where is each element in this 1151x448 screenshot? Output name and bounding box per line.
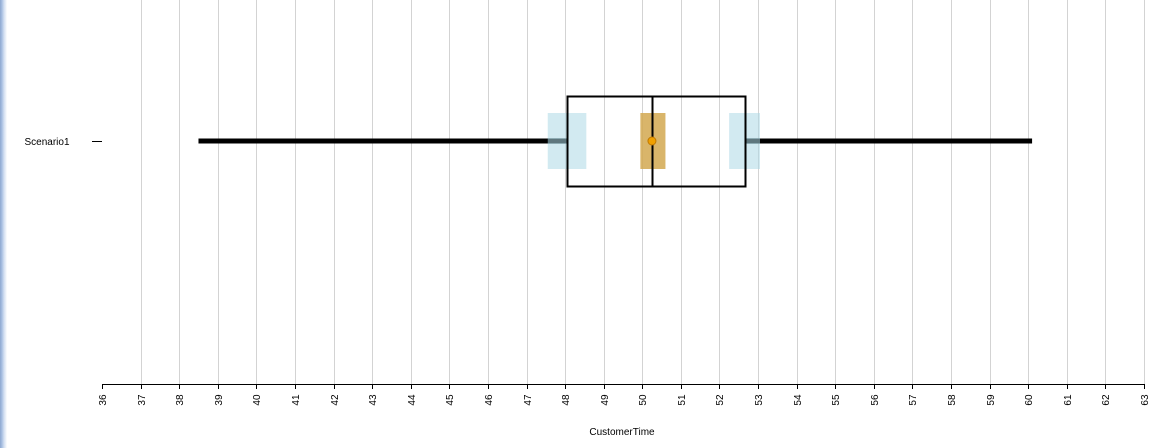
x-tick-label: 45 [445, 394, 456, 406]
x-tick-label: 48 [561, 394, 572, 406]
x-tick-label: 40 [252, 394, 263, 406]
x-tick-label: 62 [1101, 394, 1112, 406]
x-tick-label: 58 [947, 394, 958, 406]
x-tick-label: 46 [484, 394, 495, 406]
x-axis-title: CustomerTime [589, 427, 655, 438]
x-tick-label: 49 [600, 394, 611, 406]
x-tick-label: 39 [214, 394, 225, 406]
window-left-edge [0, 0, 7, 448]
grid-lines [141, 0, 1145, 384]
x-tick-label: 63 [1140, 394, 1151, 406]
x-tick-label: 61 [1063, 394, 1074, 406]
q1-whisker-overlay [547, 138, 568, 144]
x-tick-label: 52 [715, 394, 726, 406]
x-tick-label: 37 [137, 394, 148, 406]
x-tick-label: 51 [677, 394, 688, 406]
q3-whisker-overlay [744, 138, 761, 144]
x-tick-label: 42 [330, 394, 341, 406]
x-tick-label: 56 [870, 394, 881, 406]
x-tick-label: 50 [638, 394, 649, 406]
x-tick-label: 38 [175, 394, 186, 406]
x-tick-label: 59 [986, 394, 997, 406]
box-plot [198, 95, 1033, 188]
category-label: Scenario1 [24, 137, 69, 148]
x-tick-label: 55 [831, 394, 842, 406]
x-tick-label: 54 [793, 394, 804, 406]
x-tick-label: 44 [407, 394, 418, 406]
interquartile-box [566, 95, 747, 188]
x-tick-label: 57 [908, 394, 919, 406]
x-tick-label: 47 [523, 394, 534, 406]
x-tick-label: 41 [291, 394, 302, 406]
y-axis: Scenario1 [24, 137, 102, 148]
x-tick-label: 60 [1024, 394, 1035, 406]
x-tick-label: 43 [368, 394, 379, 406]
mean-marker [647, 136, 657, 146]
x-tick-label: 36 [98, 394, 109, 406]
box-plot-layer [198, 95, 1033, 188]
x-tick-label: 53 [754, 394, 765, 406]
x-axis: 36 37 38 39 40 41 42 43 44 45 46 47 48 49 50 51 52 53 54 55… [98, 384, 1151, 406]
